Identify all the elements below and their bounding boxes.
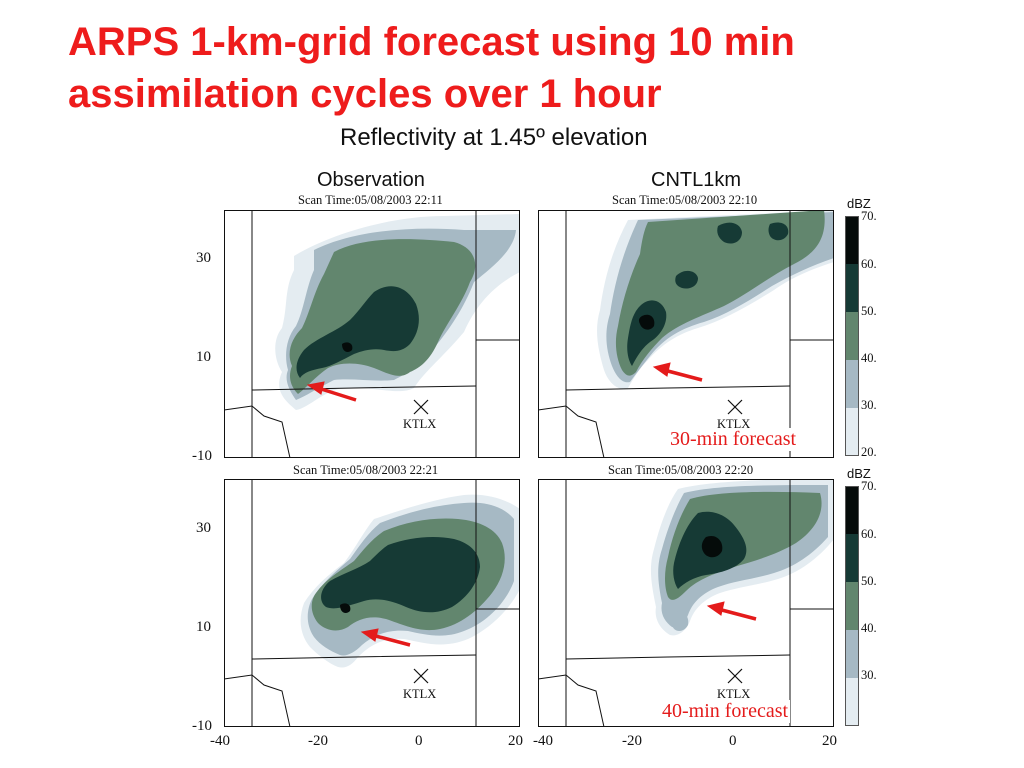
county-line-sw — [538, 674, 605, 727]
colorbar-top-tick-30: 30. — [861, 398, 877, 412]
colorbar-unit-top: dBZ — [847, 196, 871, 211]
panel-cntl1km-2220 — [538, 479, 834, 727]
colorbar-top — [845, 216, 859, 456]
county-line-top — [565, 385, 791, 391]
panel-observation-2211 — [224, 210, 520, 458]
panel-observation-2221 — [224, 479, 520, 727]
panel-cntl1km-2210 — [538, 210, 834, 458]
column-heading-cntl1km: CNTL1km — [651, 169, 742, 191]
scan-time-bottom-right: Scan Time:05/08/2003 22:20 — [608, 463, 754, 477]
colorbar-swatch-40-50 — [845, 312, 859, 360]
colorbar-bottom — [845, 486, 859, 726]
level-40-region — [615, 210, 825, 376]
level-60-region — [340, 603, 351, 613]
level-50-region — [675, 270, 698, 289]
colorbar-top-tick-40: 40. — [861, 351, 877, 365]
scan-time-top-right: Scan Time:05/08/2003 22:10 — [612, 193, 758, 207]
level-50-region — [296, 286, 419, 378]
x-tick-right-neg40: -40 — [533, 733, 553, 749]
county-line-sw — [538, 405, 605, 458]
county-line-top — [251, 385, 477, 391]
level-60-region — [342, 342, 353, 352]
colorbar-frame — [845, 486, 859, 726]
forecast-arrow — [706, 601, 757, 621]
x-tick-left-0: 0 — [415, 733, 423, 749]
x-tick-left-neg20: -20 — [308, 733, 328, 749]
county-line-sw — [224, 674, 291, 727]
scan-time-bottom-left: Scan Time:05/08/2003 22:21 — [293, 463, 439, 477]
radar-site-marker — [413, 399, 429, 415]
x-tick-left-20: 20 — [508, 733, 523, 749]
site-label-top-left: KTLX — [403, 417, 437, 431]
colorbar-bottom-tick-60: 60. — [861, 527, 877, 541]
column-heading-observation: Observation — [317, 169, 425, 191]
colorbar-bottom-tick-70: 70. — [861, 479, 877, 493]
level-60-region — [638, 314, 655, 330]
colorbar-swatch-50-60 — [845, 264, 859, 312]
scan-time-top-left: Scan Time:05/08/2003 22:11 — [298, 193, 443, 207]
y-tick-top-10: 10 — [196, 349, 211, 365]
site-label-bottom-right: KTLX — [717, 687, 751, 701]
forecast-arrow — [652, 362, 703, 382]
colorbar-swatch-50-60 — [845, 534, 859, 582]
panel-frame — [224, 479, 520, 727]
panel-frame — [538, 479, 834, 727]
slide-subtitle: Reflectivity at 1.45º elevation — [340, 124, 648, 151]
level-60-region — [701, 535, 723, 558]
level-50-region — [627, 300, 667, 366]
colorbar-top-tick-20: 20. — [861, 445, 877, 459]
county-line-sw — [224, 405, 291, 458]
county-line-top — [565, 654, 791, 660]
level-50-region — [321, 537, 480, 613]
level-50-region — [717, 222, 742, 244]
colorbar-bottom-tick-50: 50. — [861, 574, 877, 588]
x-tick-left-neg40: -40 — [210, 733, 230, 749]
colorbar-swatch-30-40 — [845, 630, 859, 678]
forecast-label-40min: 40-min forecast — [660, 700, 791, 723]
colorbar-swatch-20-30 — [845, 678, 859, 726]
forecast-arrow — [360, 628, 411, 647]
panel-frame — [224, 210, 520, 458]
colorbar-swatch-30-40 — [845, 360, 859, 408]
colorbar-bottom-tick-40: 40. — [861, 621, 877, 635]
colorbar-top-tick-50: 50. — [861, 304, 877, 318]
x-tick-right-20: 20 — [822, 733, 837, 749]
y-tick-bottom-30: 30 — [196, 520, 211, 536]
forecast-arrow — [306, 381, 357, 402]
site-label-bottom-left: KTLX — [403, 687, 437, 701]
colorbar-swatch-40-50 — [845, 582, 859, 630]
forecast-label-30min: 30-min forecast — [668, 428, 799, 451]
site-label-top-right: KTLX — [717, 417, 751, 431]
colorbar-unit-bottom: dBZ — [847, 466, 871, 481]
colorbar-swatch-60-70 — [845, 216, 859, 264]
level-30-region — [670, 611, 689, 631]
level-50-region — [768, 222, 789, 241]
radar-site-marker — [727, 668, 743, 684]
x-tick-right-neg20: -20 — [622, 733, 642, 749]
y-tick-bottom-neg10: -10 — [192, 718, 212, 734]
colorbar-swatch-60-70 — [845, 486, 859, 534]
y-tick-top-30: 30 — [196, 250, 211, 266]
y-tick-bottom-10: 10 — [196, 619, 211, 635]
colorbar-top-tick-70: 70. — [861, 209, 877, 223]
colorbar-top-tick-60: 60. — [861, 257, 877, 271]
y-tick-top-neg10: -10 — [192, 448, 212, 464]
radar-site-marker — [727, 399, 743, 415]
county-line-top — [251, 654, 477, 660]
radar-site-marker — [413, 668, 429, 684]
colorbar-frame — [845, 216, 859, 456]
panel-frame — [538, 210, 834, 458]
x-tick-right-0: 0 — [729, 733, 737, 749]
slide-title: ARPS 1-km-grid forecast using 10 min ass… — [68, 20, 795, 116]
colorbar-bottom-tick-30: 30. — [861, 668, 877, 682]
colorbar-swatch-20-30 — [845, 408, 859, 456]
